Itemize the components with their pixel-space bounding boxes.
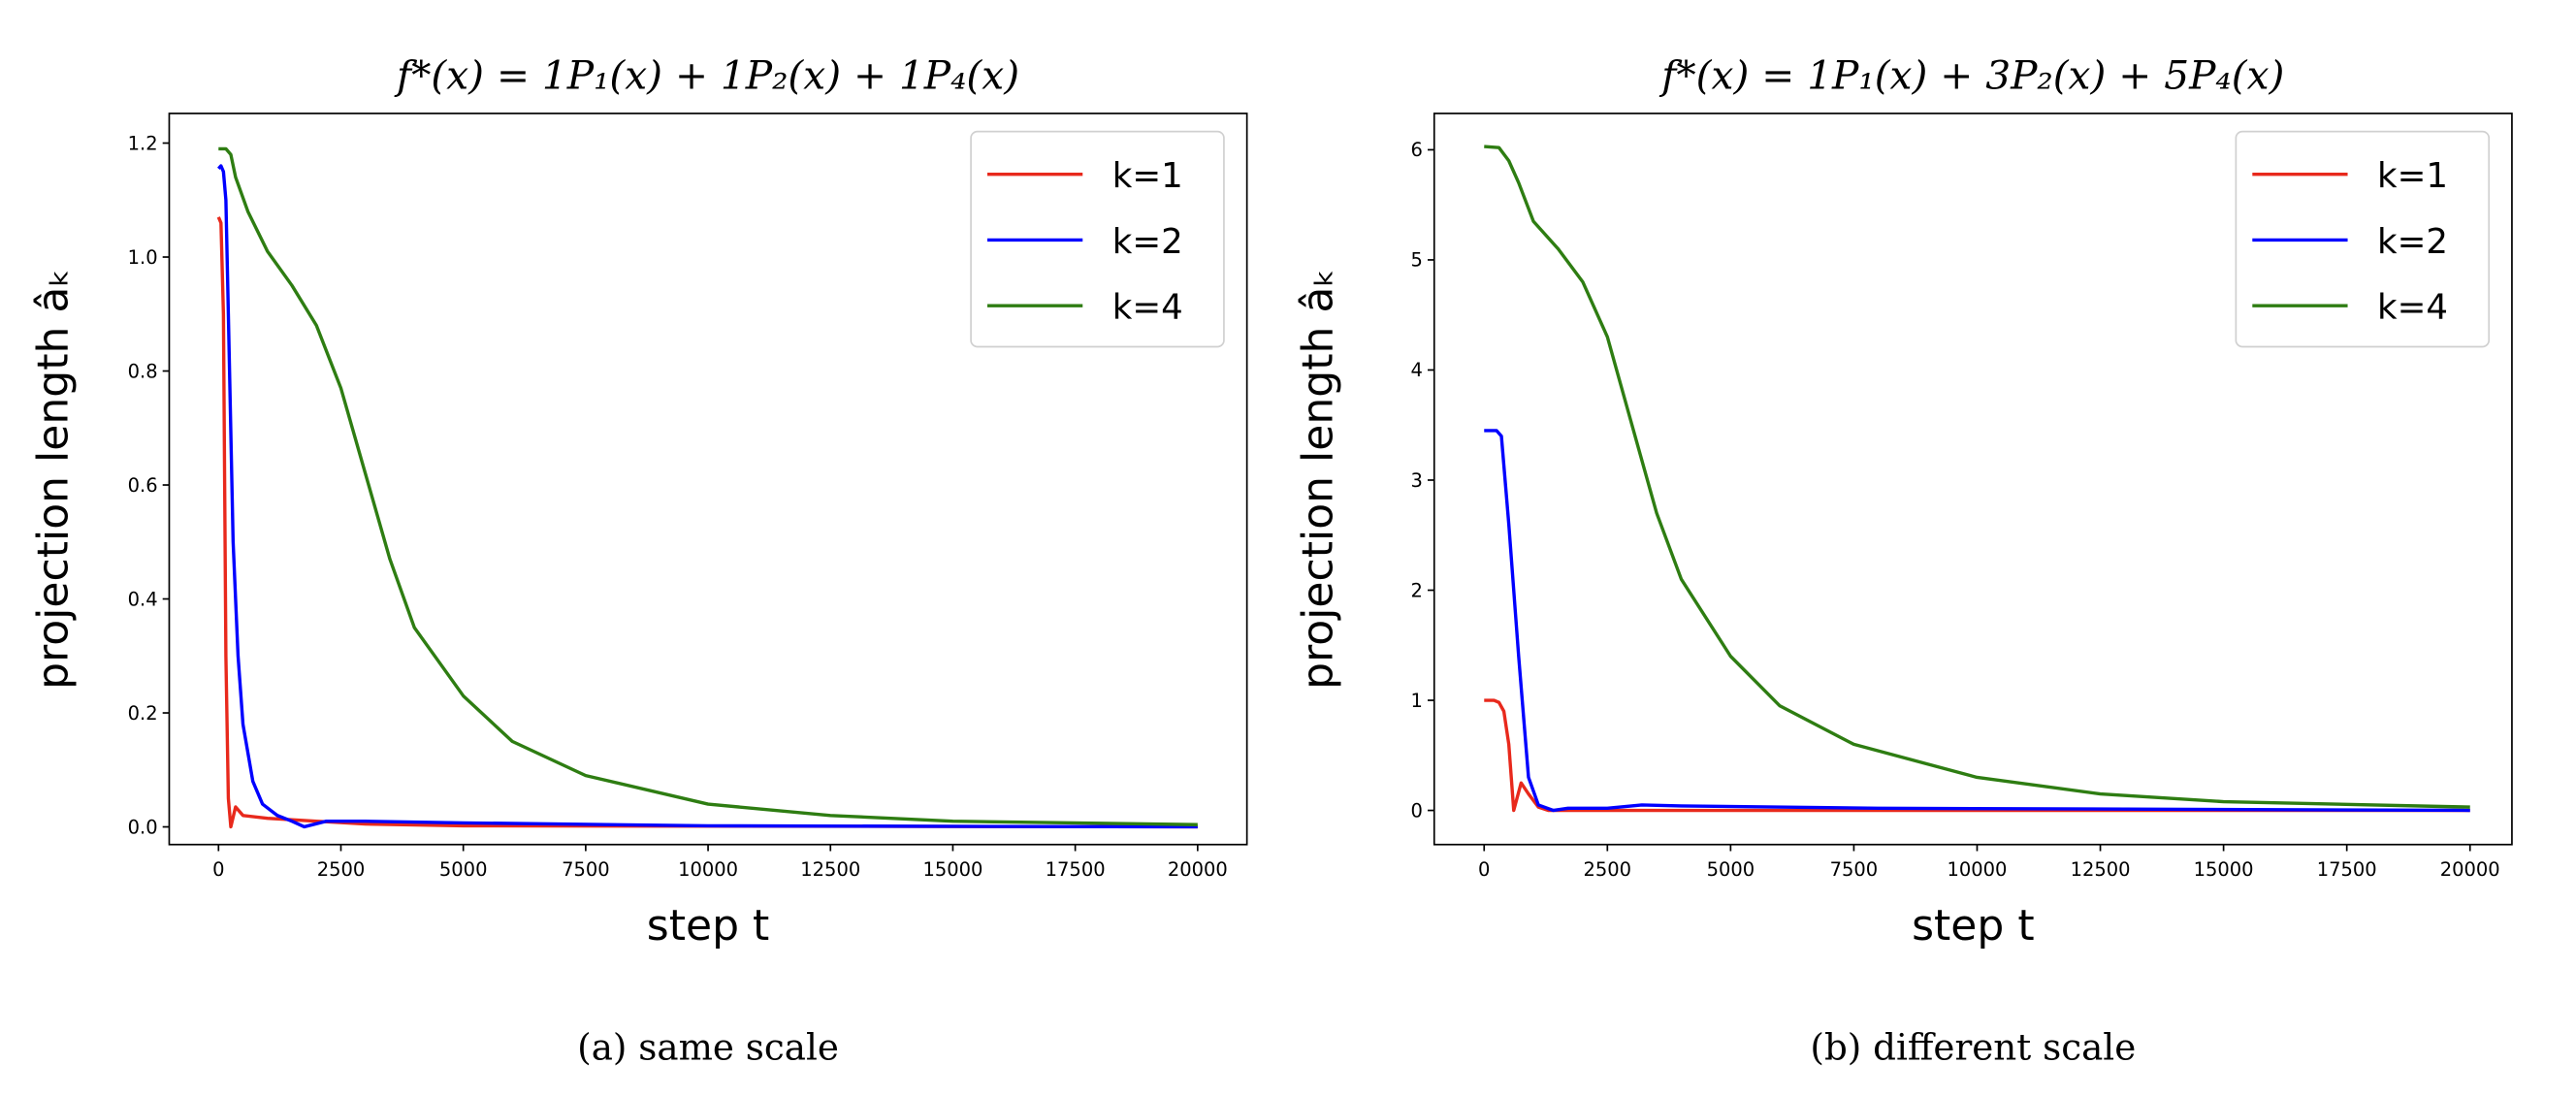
y-axis-label: projection length âₖ [1294, 269, 1343, 690]
legend: k=1 k=2 k=4 [2235, 130, 2491, 348]
legend-label: k=1 [1112, 156, 1183, 196]
y-tick-label: 0.0 [128, 816, 158, 838]
series-line-k=2 [1484, 429, 2470, 813]
legend: k=1 k=2 k=4 [970, 130, 1225, 348]
y-tick-label: 1.2 [128, 132, 158, 154]
figure-caption: (b) different scale [1810, 1026, 2136, 1069]
legend-box [2235, 130, 2491, 348]
y-tick-label: 2 [1411, 579, 1423, 601]
y-tick-label: 1 [1411, 690, 1423, 712]
x-axis-label: step t [1912, 901, 2035, 951]
y-tick-label: 4 [1411, 359, 1423, 381]
chart-title: f*(x) = 1P₁(x) + 3P₂(x) + 5P₄(x) [1658, 52, 2284, 99]
y-tick-label: 0.6 [128, 474, 158, 497]
series-line-k=1 [1484, 698, 2470, 813]
y-tick-label: 0.4 [128, 588, 158, 610]
x-tick-label: 7500 [562, 858, 610, 881]
y-tick-label: 6 [1411, 139, 1423, 161]
y-tick-label: 1.0 [128, 246, 158, 269]
x-tick-label: 10000 [1948, 858, 2008, 881]
plot-frame [1433, 113, 2513, 846]
x-tick-label: 0 [212, 858, 224, 881]
x-tick-label: 10000 [678, 858, 738, 881]
y-tick-label: 0.8 [128, 360, 158, 382]
y-axis-label: projection length âₖ [28, 269, 78, 690]
legend-box [970, 130, 1225, 348]
x-tick-label: 5000 [1707, 858, 1755, 881]
legend-label: k=2 [2377, 222, 2448, 262]
y-tick-label: 0.2 [128, 702, 158, 725]
chart-title: f*(x) = 1P₁(x) + 1P₂(x) + 1P₄(x) [394, 52, 1019, 99]
y-tick-label: 0 [1411, 799, 1423, 822]
x-tick-label: 5000 [439, 858, 488, 881]
x-axis-label: step t [647, 901, 770, 951]
x-tick-label: 20000 [1168, 858, 1228, 881]
legend-label: k=4 [1112, 288, 1183, 328]
series-line-k=1 [216, 216, 1198, 829]
x-tick-label: 2500 [1584, 858, 1632, 881]
x-tick-label: 15000 [922, 858, 982, 881]
x-tick-label: 7500 [1830, 858, 1879, 881]
chart-a: f*(x) = 1P₁(x) + 1P₂(x) + 1P₄(x) 0 2500 500… [28, 52, 1248, 1069]
legend-label: k=2 [1112, 222, 1183, 262]
series-line-k=4 [218, 146, 1198, 826]
figure-caption: (a) same scale [577, 1026, 839, 1069]
chart-b: f*(x) = 1P₁(x) + 3P₂(x) + 5P₄(x) 0 2500 500… [1294, 52, 2513, 1069]
series-line-k=4 [1484, 145, 2470, 809]
x-tick-label: 12500 [800, 858, 860, 881]
x-tick-label: 15000 [2194, 858, 2254, 881]
legend-label: k=1 [2377, 156, 2448, 196]
x-tick-label: 20000 [2440, 858, 2500, 881]
y-tick-label: 5 [1411, 249, 1423, 272]
series-line-k=2 [217, 164, 1198, 829]
legend-label: k=4 [2377, 288, 2448, 328]
x-tick-label: 0 [1478, 858, 1490, 881]
x-tick-label: 17500 [2317, 858, 2377, 881]
y-tick-label: 3 [1411, 469, 1423, 492]
x-tick-label: 2500 [317, 858, 366, 881]
x-tick-label: 12500 [2071, 858, 2131, 881]
x-tick-label: 17500 [1046, 858, 1106, 881]
